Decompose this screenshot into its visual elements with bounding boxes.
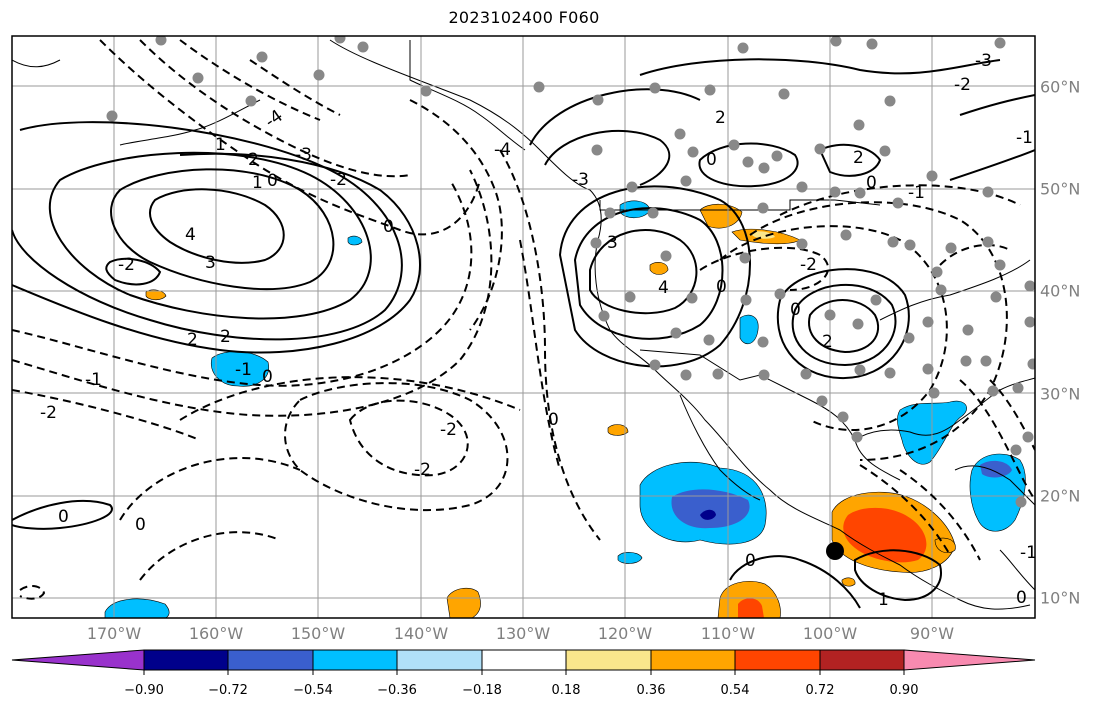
lon-label-150w: 150°W [290, 624, 346, 643]
svg-text:1: 1 [878, 590, 889, 610]
lon-label-90w: 90°W [909, 624, 955, 643]
svg-text:0: 0 [135, 515, 146, 535]
colorbar-extend-low [11, 649, 145, 671]
svg-text:-3: -3 [572, 170, 589, 190]
lat-label-40n: 40°N [1040, 281, 1081, 301]
colorbar-tick-label: 0.90 [889, 683, 919, 698]
svg-text:-3: -3 [975, 51, 992, 71]
svg-text:-2: -2 [330, 170, 347, 190]
colorbar-bin [819, 649, 905, 671]
svg-text:-4: -4 [494, 140, 511, 160]
svg-text:4: 4 [658, 278, 669, 298]
svg-text:-3: -3 [295, 145, 312, 165]
svg-text:0: 0 [58, 507, 69, 527]
svg-text:-2: -2 [800, 255, 817, 275]
colorbar-tick-label: −0.54 [293, 683, 333, 698]
graticule [12, 36, 1035, 618]
colorbar-tick-label: 0.72 [805, 683, 835, 698]
svg-text:0: 0 [1016, 588, 1027, 608]
lon-label-130w: 130°W [495, 624, 551, 643]
colorbar-tick-label: −0.36 [377, 683, 417, 698]
svg-text:0: 0 [383, 217, 394, 237]
anomaly-shading [104, 200, 1026, 618]
lon-label-100w: 100°W [802, 624, 858, 643]
svg-text:1: 1 [252, 173, 263, 193]
colorbar-tick-label: 0.36 [636, 683, 666, 698]
lon-label-140w: 140°W [393, 624, 449, 643]
svg-text:2: 2 [220, 327, 231, 347]
svg-text:0: 0 [745, 551, 756, 571]
map-title: 2023102400 F060 [448, 8, 600, 27]
svg-text:-2: -2 [414, 460, 431, 480]
colorbar-ticks [143, 670, 905, 675]
svg-text:-1: -1 [908, 183, 925, 203]
svg-text:2: 2 [715, 108, 726, 128]
colorbar-bin [143, 649, 229, 671]
lon-label-170w: 170°W [86, 624, 142, 643]
svg-text:-2: -2 [440, 420, 457, 440]
colorbar-bin [396, 649, 483, 671]
point-marker [826, 542, 844, 560]
svg-text:-2: -2 [40, 403, 57, 423]
svg-text:0: 0 [866, 173, 877, 193]
colorbar-tick-label: 0.18 [551, 683, 581, 698]
colorbar-tick-label: −0.18 [462, 683, 502, 698]
svg-text:1: 1 [215, 135, 226, 155]
colorbar-bin [650, 649, 736, 671]
svg-text:3: 3 [607, 233, 618, 253]
svg-text:2: 2 [248, 150, 259, 170]
colorbar-tick-label: −0.90 [124, 683, 164, 698]
contour-labels: -4 1 2 1 0 -3 -2 0 4 3 -2 2 2 -1 -2 -1 0… [40, 51, 1037, 610]
svg-text:-1: -1 [1020, 543, 1037, 563]
colorbar-bin [481, 649, 567, 671]
svg-text:-1: -1 [235, 360, 252, 380]
svg-text:0: 0 [267, 171, 278, 191]
svg-text:0: 0 [706, 150, 717, 170]
negative-contours [12, 39, 1035, 600]
colorbar-bin [565, 649, 652, 671]
colorbar-bin [227, 649, 314, 671]
svg-text:0: 0 [716, 277, 727, 297]
lon-label-160w: 160°W [188, 624, 244, 643]
svg-text:2: 2 [187, 330, 198, 350]
lat-label-20n: 20°N [1040, 486, 1081, 506]
svg-text:-2: -2 [954, 75, 971, 95]
colorbar-extend-high [903, 649, 1036, 671]
colorbar-tick-label: −0.72 [208, 683, 248, 698]
station-markers [106, 36, 1035, 508]
colorbar-bin [312, 649, 398, 671]
map-frame [11, 35, 1036, 619]
lat-label-60n: 60°N [1040, 77, 1081, 97]
lon-label-110w: 110°W [700, 624, 756, 643]
positive-contours [12, 58, 1035, 609]
svg-text:-1: -1 [85, 370, 102, 390]
lat-label-50n: 50°N [1040, 179, 1081, 199]
colorbar-tick-label: 0.54 [720, 683, 750, 698]
svg-text:0: 0 [548, 410, 559, 430]
lon-label-120w: 120°W [597, 624, 653, 643]
svg-text:0: 0 [790, 300, 801, 320]
svg-text:-2: -2 [118, 255, 135, 275]
svg-text:3: 3 [205, 253, 216, 273]
svg-text:0: 0 [262, 367, 273, 387]
svg-text:2: 2 [822, 332, 833, 352]
colorbar [11, 649, 1036, 671]
lat-label-10n: 10°N [1040, 588, 1081, 608]
colorbar-bin [734, 649, 821, 671]
svg-text:-1: -1 [1016, 128, 1033, 148]
svg-text:2: 2 [853, 148, 864, 168]
svg-text:4: 4 [185, 225, 196, 245]
lat-label-30n: 30°N [1040, 384, 1081, 404]
